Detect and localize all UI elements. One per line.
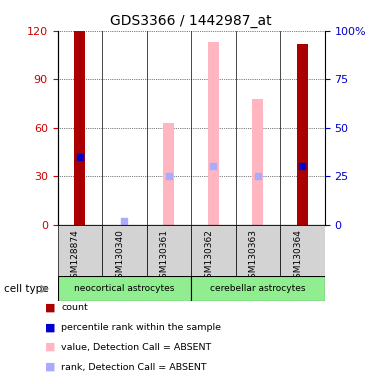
Bar <box>280 225 325 276</box>
Text: cerebellar astrocytes: cerebellar astrocytes <box>210 285 306 293</box>
Text: ■: ■ <box>45 302 55 312</box>
Point <box>77 154 83 160</box>
Text: ■: ■ <box>45 342 55 352</box>
Bar <box>252 99 263 225</box>
Bar <box>58 225 102 276</box>
Bar <box>191 276 325 301</box>
Text: GSM130363: GSM130363 <box>249 229 258 284</box>
Text: percentile rank within the sample: percentile rank within the sample <box>61 323 221 332</box>
Text: count: count <box>61 303 88 312</box>
Text: GSM130340: GSM130340 <box>115 229 124 284</box>
Bar <box>58 276 191 301</box>
Bar <box>102 225 147 276</box>
Point <box>121 218 127 224</box>
Bar <box>236 225 280 276</box>
Bar <box>297 44 308 225</box>
Point <box>166 173 172 179</box>
Text: value, Detection Call = ABSENT: value, Detection Call = ABSENT <box>61 343 211 352</box>
Bar <box>74 31 85 225</box>
Text: rank, Detection Call = ABSENT: rank, Detection Call = ABSENT <box>61 362 207 372</box>
Bar <box>163 123 174 225</box>
Point <box>255 173 261 179</box>
Text: GSM130362: GSM130362 <box>204 229 213 284</box>
Text: ■: ■ <box>45 362 55 372</box>
Bar <box>191 225 236 276</box>
Text: GSM128874: GSM128874 <box>71 229 80 283</box>
Title: GDS3366 / 1442987_at: GDS3366 / 1442987_at <box>110 14 272 28</box>
Text: GSM130364: GSM130364 <box>293 229 302 284</box>
Point <box>210 164 216 170</box>
Text: ■: ■ <box>45 322 55 332</box>
Text: cell type: cell type <box>4 284 48 294</box>
Point <box>299 164 305 170</box>
Text: neocortical astrocytes: neocortical astrocytes <box>74 285 174 293</box>
Text: GSM130361: GSM130361 <box>160 229 169 284</box>
Bar <box>208 42 219 225</box>
Bar <box>147 225 191 276</box>
